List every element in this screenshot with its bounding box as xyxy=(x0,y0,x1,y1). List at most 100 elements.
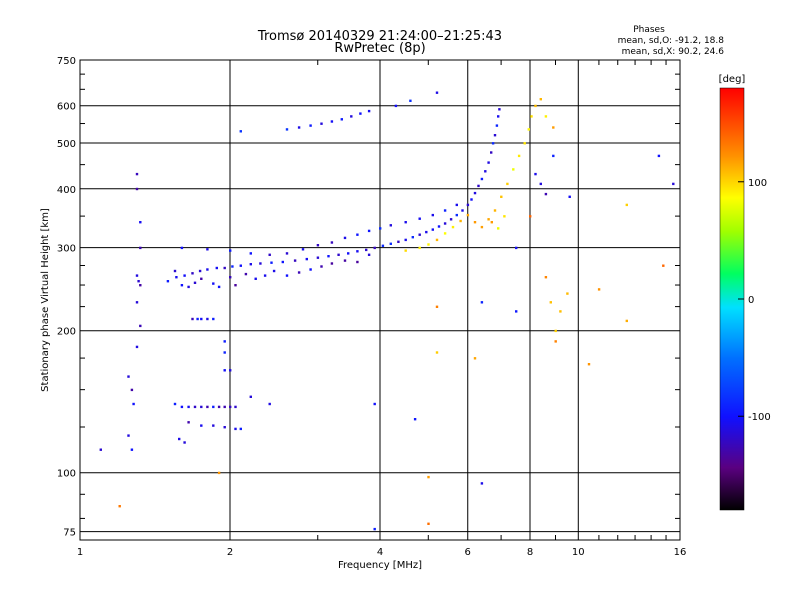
data-point xyxy=(517,154,521,158)
data-point xyxy=(480,301,484,304)
data-point xyxy=(180,246,184,250)
data-point xyxy=(461,209,464,212)
data-point xyxy=(223,405,226,409)
data-point xyxy=(534,104,537,108)
data-point xyxy=(212,424,215,427)
data-point xyxy=(293,259,297,262)
data-point xyxy=(587,363,591,366)
data-point xyxy=(193,405,197,409)
data-point xyxy=(477,184,480,188)
y-tick-label: 750 xyxy=(57,56,76,67)
data-point xyxy=(367,253,371,256)
data-point xyxy=(249,395,252,398)
data-point xyxy=(495,124,499,127)
data-point xyxy=(200,405,203,409)
data-point xyxy=(490,151,493,154)
data-point xyxy=(285,274,289,277)
x-tick-label: 16 xyxy=(674,547,687,558)
data-point xyxy=(503,215,506,218)
data-point xyxy=(132,402,135,406)
phase-stats-heading: Phases xyxy=(633,25,665,35)
phase-stats-o: mean, sd,O: -91.2, 18.8 xyxy=(618,36,725,46)
data-point xyxy=(180,284,184,287)
data-point xyxy=(672,182,675,186)
y-tick-label: 75 xyxy=(63,528,76,539)
data-point xyxy=(480,225,484,229)
data-point xyxy=(229,276,232,279)
data-point xyxy=(285,128,289,131)
data-point xyxy=(411,236,414,239)
data-point xyxy=(466,203,470,207)
data-point xyxy=(435,91,439,94)
y-tick-label: 400 xyxy=(57,185,76,196)
data-point xyxy=(212,317,215,321)
data-point xyxy=(130,388,134,392)
data-point xyxy=(497,115,500,118)
data-point xyxy=(425,230,428,234)
data-point xyxy=(466,213,470,217)
data-point xyxy=(268,253,271,256)
data-point xyxy=(99,448,102,451)
plot-frame xyxy=(79,59,681,541)
data-point xyxy=(191,272,194,275)
data-point xyxy=(297,126,301,129)
colorbar-tick-label: 0 xyxy=(748,295,754,306)
data-point xyxy=(206,248,209,251)
data-point xyxy=(435,305,439,308)
data-point xyxy=(435,351,439,354)
data-point xyxy=(180,405,184,409)
data-point xyxy=(193,281,197,284)
x-tick-label: 10 xyxy=(572,547,585,558)
data-point xyxy=(217,471,221,475)
x-tick-label: 8 xyxy=(527,547,533,558)
data-point xyxy=(183,274,186,277)
data-point xyxy=(534,172,537,176)
chart-subtitle: RwPretec (8p) xyxy=(334,41,425,56)
data-point xyxy=(418,233,421,236)
data-point xyxy=(285,252,289,255)
data-point xyxy=(249,263,252,266)
data-point xyxy=(343,236,347,240)
data-point xyxy=(379,227,382,230)
data-point xyxy=(431,228,434,231)
data-point xyxy=(487,161,490,164)
data-point xyxy=(206,317,209,321)
data-point xyxy=(330,262,334,265)
data-point xyxy=(529,215,532,218)
x-axis-ticks: 1 2 4 6 8 10 16 xyxy=(77,547,687,558)
data-point xyxy=(350,115,353,118)
data-point xyxy=(597,288,601,291)
data-point xyxy=(301,248,305,251)
data-point xyxy=(223,426,226,429)
data-point xyxy=(559,310,562,313)
data-point xyxy=(459,219,462,223)
data-point xyxy=(549,301,552,304)
x-tick-label: 2 xyxy=(227,547,233,558)
data-point xyxy=(127,375,130,378)
data-point xyxy=(200,424,203,427)
data-point xyxy=(183,441,186,444)
data-point xyxy=(484,170,487,173)
data-point xyxy=(223,369,226,372)
data-point xyxy=(191,317,194,321)
data-point xyxy=(356,260,359,264)
data-point xyxy=(340,118,343,121)
y-tick-label: 200 xyxy=(57,327,76,338)
data-point xyxy=(239,264,242,267)
data-point xyxy=(500,195,503,198)
colorbar-ticks: 100 0 -100 xyxy=(738,178,771,423)
data-point xyxy=(223,351,226,354)
data-point xyxy=(554,340,557,343)
data-point xyxy=(239,427,242,431)
data-point xyxy=(139,246,142,250)
data-point xyxy=(530,115,533,118)
data-point xyxy=(356,233,359,236)
data-point xyxy=(187,405,190,409)
data-point xyxy=(223,340,226,343)
data-point xyxy=(263,274,267,277)
data-point xyxy=(347,252,350,255)
data-point xyxy=(178,437,181,441)
data-point xyxy=(212,405,215,409)
data-point xyxy=(234,284,237,287)
data-point xyxy=(451,225,455,229)
